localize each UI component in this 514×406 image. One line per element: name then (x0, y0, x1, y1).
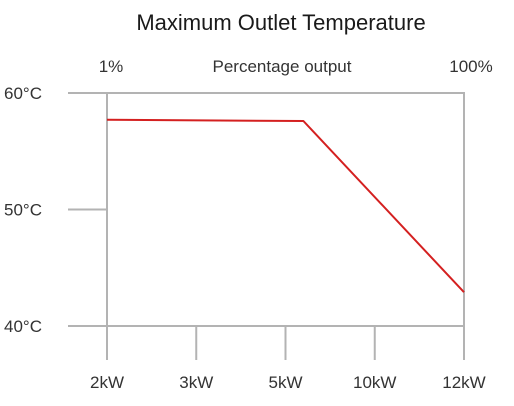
top-axis-left-label: 1% (99, 57, 124, 76)
x-tick-label: 3kW (179, 373, 213, 392)
y-tick-label: 60°C (4, 84, 42, 103)
series-layer (106, 118, 465, 293)
x-tick-label: 2kW (90, 373, 124, 392)
y-tick-label: 50°C (4, 201, 42, 220)
x-axis: 2kW 3kW 5kW 10kW 12kW (90, 326, 486, 392)
plot-frame (106, 92, 465, 327)
y-axis: 60°C 50°C 40°C (4, 84, 107, 336)
y-tick-label: 40°C (4, 317, 42, 336)
x-tick-label: 12kW (442, 373, 485, 392)
series-line (106, 118, 465, 293)
x-tick-label: 10kW (353, 373, 396, 392)
top-axis-right-label: 100% (449, 57, 492, 76)
top-axis-label: Percentage output (213, 57, 352, 76)
x-tick-label: 5kW (269, 373, 303, 392)
chart-title: Maximum Outlet Temperature (136, 10, 425, 35)
